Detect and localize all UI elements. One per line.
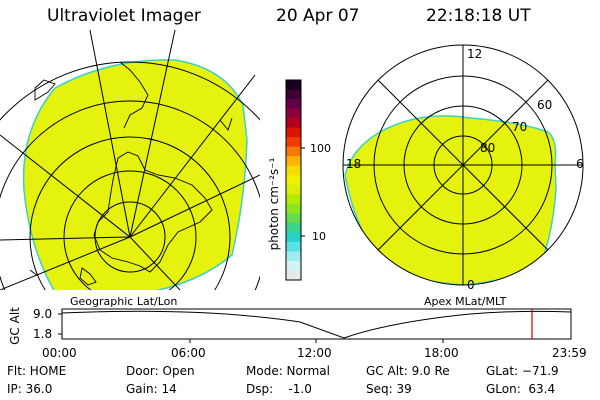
colorbar-segment bbox=[286, 99, 301, 110]
glon-status: GLon: 63.4 bbox=[486, 382, 556, 396]
time-tick-0000: 00:00 bbox=[42, 346, 77, 360]
time-tick-2359: 23:59 bbox=[552, 346, 587, 360]
altitude-track: 9.0 1.8 GC Alt 00:00 06:00 12:00 18:00 2… bbox=[8, 307, 587, 360]
altitude-curve bbox=[61, 310, 572, 339]
mlt-label-12: 12 bbox=[467, 47, 482, 61]
colorbar-segment bbox=[286, 118, 301, 129]
colorbar-segment bbox=[286, 156, 301, 167]
color-bar bbox=[285, 79, 302, 281]
alt-axis-label: GC Alt bbox=[8, 307, 22, 345]
aurora-image-left bbox=[22, 59, 248, 290]
time-label: 22:18:18 UT bbox=[426, 6, 531, 26]
geographic-map bbox=[0, 30, 260, 290]
colorbar-segment bbox=[286, 175, 301, 186]
mlat-label-70: 70 bbox=[512, 120, 527, 134]
alt-tick-high: 9.0 bbox=[33, 307, 52, 321]
gain-status: Gain: 14 bbox=[126, 382, 177, 396]
colorbar-segment bbox=[286, 222, 301, 233]
instrument-title: Ultraviolet Imager bbox=[47, 6, 201, 26]
date-label: 20 Apr 07 bbox=[276, 6, 360, 26]
aurora-image-right bbox=[344, 115, 557, 285]
colorbar-segment bbox=[286, 260, 301, 272]
alt-tick-low: 1.8 bbox=[33, 327, 52, 341]
colorbar-segment bbox=[286, 251, 301, 262]
mode-status: Mode: Normal bbox=[246, 364, 330, 378]
apex-map-label: Apex MLat/MLT bbox=[424, 295, 507, 308]
seq-status: Seq: 39 bbox=[366, 382, 412, 396]
colorbar-ticks bbox=[301, 147, 305, 237]
mlat-label-80: 80 bbox=[480, 141, 495, 155]
door-status: Door: Open bbox=[126, 364, 195, 378]
colorbar-segment bbox=[286, 203, 301, 214]
colorbar-segment bbox=[286, 146, 301, 157]
mlt-label-18: 18 bbox=[346, 157, 361, 171]
colorbar-segment bbox=[286, 184, 301, 195]
colorbar-tick-100: 100 bbox=[310, 142, 331, 155]
colorbar-segment bbox=[286, 108, 301, 119]
magnetic-polar-map bbox=[342, 44, 584, 286]
colorbar-segment bbox=[286, 127, 301, 138]
colorbar-segment bbox=[286, 137, 301, 148]
longitude-lines bbox=[0, 30, 260, 290]
polar-grid bbox=[342, 44, 584, 286]
time-tick-0600: 06:00 bbox=[171, 346, 206, 360]
colorbar-segment bbox=[286, 241, 301, 253]
colorbar-unit-label: photon cm⁻²s⁻¹ bbox=[267, 157, 281, 250]
colorbar-frame bbox=[285, 79, 302, 281]
polar-labels: 12 18 6 0 60 70 80 bbox=[346, 47, 584, 292]
altitude-track-frame bbox=[61, 308, 572, 340]
time-tick-1800: 18:00 bbox=[424, 346, 459, 360]
ip-status: IP: 36.0 bbox=[7, 382, 53, 396]
colorbar-segment bbox=[286, 89, 301, 100]
colorbar-segment bbox=[286, 213, 301, 224]
colorbar-segment bbox=[286, 194, 301, 205]
glat-status: GLat: −71.9 bbox=[486, 364, 559, 378]
colorbar-segment bbox=[286, 232, 301, 243]
colorbar-segment bbox=[286, 80, 301, 91]
mlat-label-60: 60 bbox=[537, 98, 552, 112]
mlt-label-6: 6 bbox=[576, 157, 584, 171]
coastline-outline bbox=[29, 61, 233, 286]
colorbar-tick-10: 10 bbox=[312, 230, 326, 243]
mlt-label-0: 0 bbox=[467, 278, 475, 292]
colorbar-segment bbox=[286, 270, 301, 281]
time-tick-1200: 12:00 bbox=[297, 346, 332, 360]
dsp-status: Dsp: -1.0 bbox=[246, 382, 312, 396]
geographic-map-label: Geographic Lat/Lon bbox=[70, 295, 177, 308]
gc-alt-status: GC Alt: 9.0 Re bbox=[366, 364, 450, 378]
colorbar-segment bbox=[286, 165, 301, 176]
flight-status: Flt: HOME bbox=[7, 364, 67, 378]
